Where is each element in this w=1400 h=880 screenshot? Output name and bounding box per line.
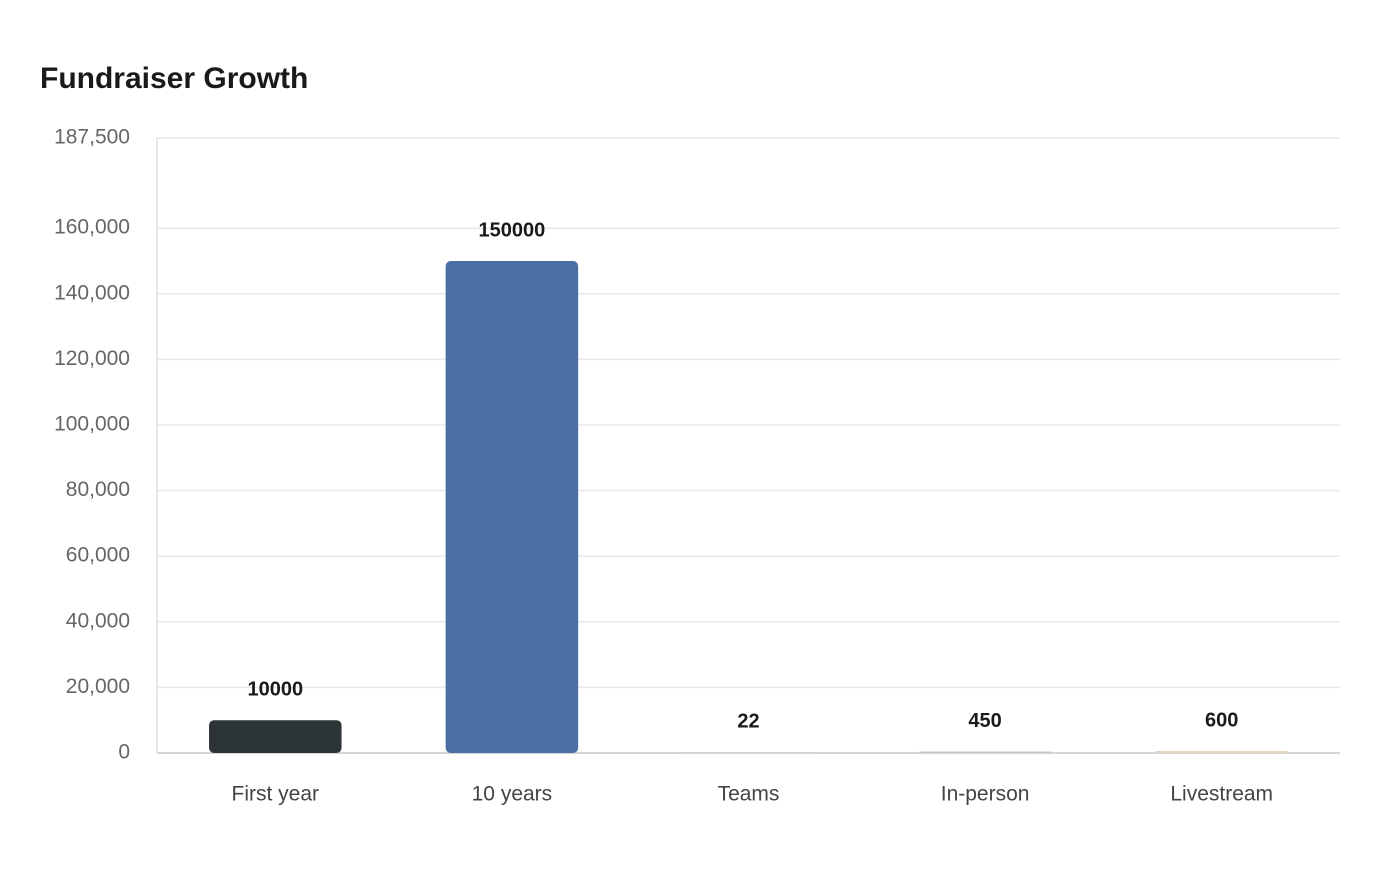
y-tick-label: 140,000 (54, 281, 130, 304)
chart-title: Fundraiser Growth (40, 62, 308, 95)
y-tick-label: 187,500 (54, 126, 130, 149)
x-tick-label: Teams (718, 783, 780, 806)
x-tick-label: 10 years (472, 783, 553, 806)
y-tick-label: 80,000 (66, 478, 130, 501)
x-tick-label: In-person (941, 783, 1030, 806)
y-tick-label: 20,000 (66, 675, 130, 698)
value-label: 10000 (247, 678, 303, 700)
y-tick-label: 0 (118, 741, 130, 764)
y-tick-label: 40,000 (66, 609, 130, 632)
bar (209, 720, 342, 753)
value-label: 22 (737, 710, 759, 732)
bar (445, 261, 579, 753)
value-label: 150000 (479, 219, 546, 241)
value-label: 450 (968, 710, 1001, 732)
y-tick-label: 60,000 (66, 544, 130, 567)
bar (918, 751, 1052, 753)
bar (1155, 751, 1288, 753)
x-tick-label: Livestream (1170, 783, 1273, 806)
y-tick-label: 120,000 (54, 347, 130, 370)
x-tick-label: First year (232, 783, 320, 806)
value-label: 600 (1205, 709, 1238, 731)
y-tick-label: 100,000 (54, 413, 130, 436)
y-tick-label: 160,000 (54, 216, 130, 239)
